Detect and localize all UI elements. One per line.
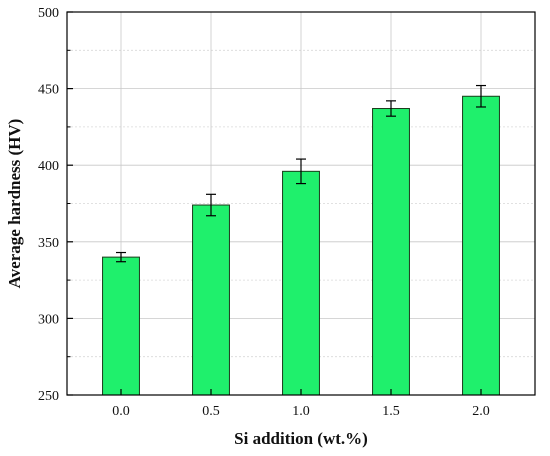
- error-bar: [386, 100, 396, 117]
- y-tick-label: 300: [38, 312, 59, 327]
- x-tick-label: 0.0: [112, 404, 130, 419]
- x-tick-label: 1.0: [292, 404, 310, 419]
- error-bar: [296, 158, 306, 185]
- bar: [282, 170, 320, 396]
- x-axis-title: Si addition (wt.%): [234, 429, 368, 448]
- bar: [462, 95, 500, 396]
- x-tick-label: 2.0: [472, 404, 490, 419]
- error-bars: [116, 84, 486, 263]
- bar: [192, 204, 230, 396]
- y-tick-label: 250: [38, 389, 59, 404]
- bar: [102, 256, 140, 396]
- bars: [102, 95, 500, 396]
- y-tick-label: 500: [38, 6, 59, 21]
- y-tick-label: 450: [38, 83, 59, 98]
- y-axis-ticks: 250 300 350 400 450 500: [38, 6, 73, 404]
- x-tick-label: 1.5: [382, 404, 400, 419]
- error-bar: [116, 251, 126, 263]
- error-bar: [206, 193, 216, 217]
- y-tick-label: 400: [38, 159, 59, 174]
- y-tick-label: 350: [38, 236, 59, 251]
- y-axis-title: Average hardness (HV): [5, 119, 24, 289]
- x-axis-ticks: 0.0 0.5 1.0 1.5 2.0: [112, 389, 490, 419]
- bar: [372, 108, 410, 396]
- x-tick-label: 0.5: [202, 404, 220, 419]
- error-bar: [476, 84, 486, 108]
